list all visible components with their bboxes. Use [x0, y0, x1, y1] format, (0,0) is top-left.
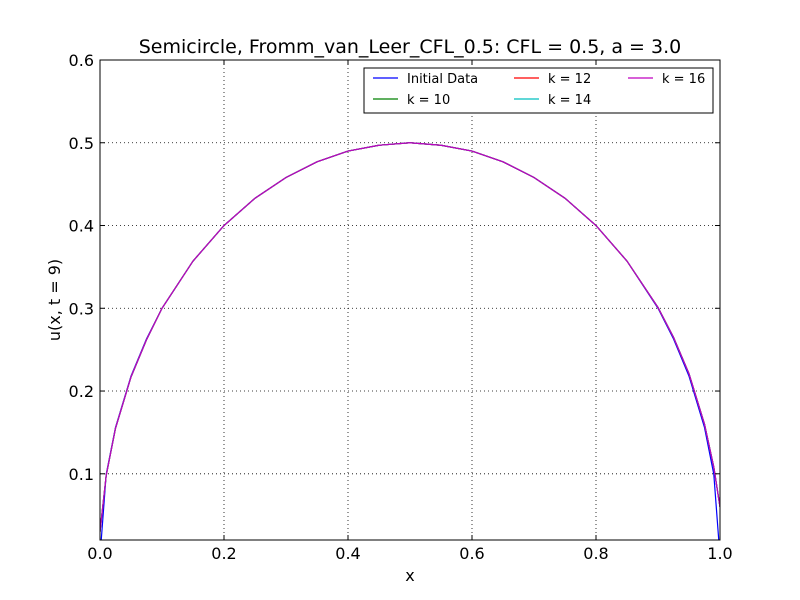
x-tick-label: 0.4 — [335, 544, 360, 563]
chart-title: Semicircle, Fromm_van_Leer_CFL_0.5: CFL … — [139, 36, 681, 58]
axis-ticks: 0.0 0.2 0.4 0.6 0.8 1.0 0.1 0.2 0.3 0.4 0.5 0.6 — [69, 51, 733, 563]
plot-area — [100, 142, 720, 540]
y-tick-label: 0.5 — [69, 134, 94, 153]
x-axis-label: x — [405, 566, 414, 585]
y-tick-label: 0.2 — [69, 382, 94, 401]
series-group — [100, 142, 720, 540]
y-tick-label: 0.4 — [69, 217, 94, 236]
x-tick-label: 0.0 — [87, 544, 112, 563]
x-tick-label: 0.2 — [211, 544, 236, 563]
legend-box — [363, 67, 714, 114]
y-tick-label: 0.1 — [69, 465, 94, 484]
legend-label: Initial Data — [407, 72, 478, 87]
x-tick-label: 1.0 — [707, 544, 732, 563]
y-tick-label: 0.6 — [69, 51, 94, 70]
x-tick-label: 0.8 — [583, 544, 608, 563]
series-line — [100, 142, 720, 532]
y-axis-label: u(x, t = 9) — [45, 259, 64, 341]
x-tick-label: 0.6 — [459, 544, 484, 563]
legend-label: k = 12 — [548, 72, 591, 87]
grid-lines — [100, 60, 720, 540]
legend: Initial Data k = 10 k = 12 k = 14 k = 16 — [363, 67, 714, 114]
legend-label: k = 16 — [662, 72, 705, 87]
y-tick-label: 0.3 — [69, 299, 94, 318]
legend-label: k = 10 — [407, 93, 450, 108]
plot-frame — [99, 59, 721, 541]
legend-label: k = 14 — [548, 93, 591, 108]
